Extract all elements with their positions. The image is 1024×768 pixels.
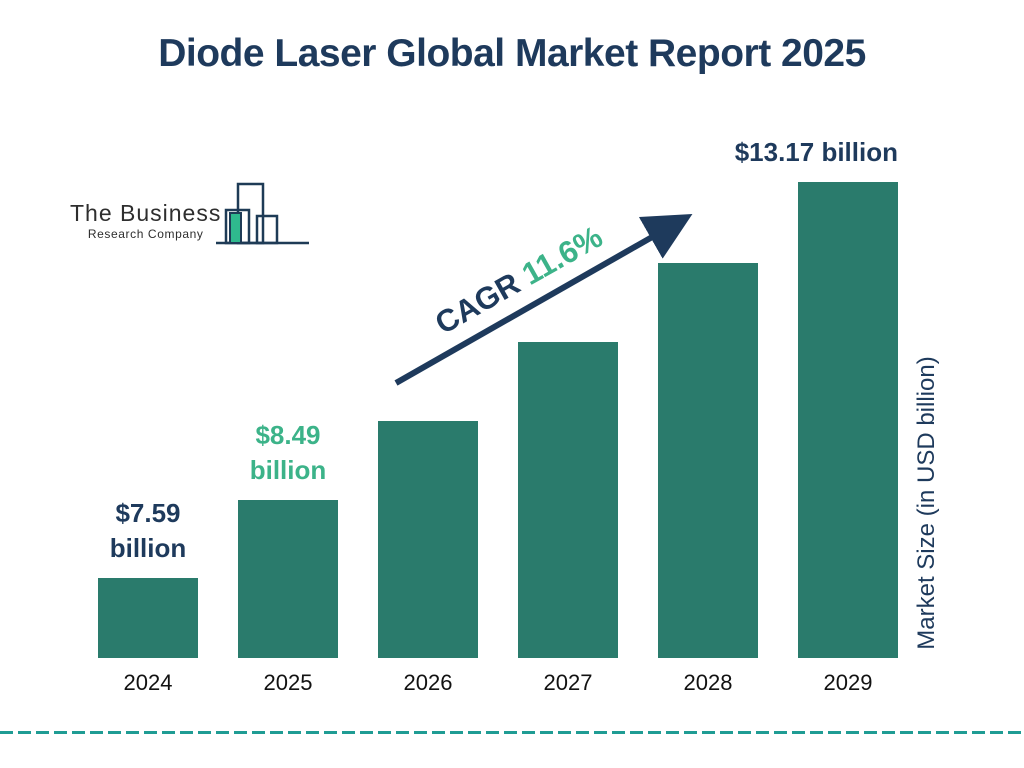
x-tick-2025: 2025 (263, 670, 313, 695)
bar-2027 (518, 342, 618, 658)
bar-2029 (798, 182, 898, 658)
y-axis-label: Market Size (in USD billion) (913, 356, 940, 650)
bar-2026 (378, 421, 478, 658)
bar-2025 (238, 500, 338, 658)
bar-chart-logo-icon (216, 182, 310, 245)
logo-text: The Business Research Company (70, 200, 221, 246)
page-title: Diode Laser Global Market Report 2025 (158, 32, 866, 75)
bar-chart: $7.59 billion 2024 $8.49 billion 2025 2026 2027… (98, 137, 898, 695)
bar-column-2028: 2028 (658, 145, 758, 695)
value-label-2024: $7.59 billion (109, 498, 187, 563)
bar-column-2029: $13.17 billion 2029 (735, 137, 898, 695)
value-label-2025: $8.49 billion (249, 420, 327, 485)
bar-column-2024: $7.59 billion 2024 (98, 145, 198, 695)
bottom-dashed-line (0, 731, 1024, 734)
bar-2024 (98, 578, 198, 658)
x-tick-2026: 2026 (403, 670, 453, 695)
bar-column-2026: 2026 (378, 145, 478, 695)
bar-2028 (658, 263, 758, 658)
x-tick-2024: 2024 (123, 670, 173, 695)
logo-company-name: The Business (70, 200, 222, 226)
value-label-2029: $13.17 billion (734, 137, 898, 167)
logo: The Business Research Company (70, 180, 311, 246)
bar-column-2025: $8.49 billion 2025 (238, 145, 338, 695)
x-tick-2028: 2028 (683, 670, 733, 695)
x-tick-2029: 2029 (823, 670, 873, 695)
logo-company-subtitle: Research Company (87, 227, 204, 241)
growth-arrow-icon (394, 214, 693, 386)
bar-column-2027: 2027 (518, 145, 618, 695)
x-tick-2027: 2027 (543, 670, 593, 695)
